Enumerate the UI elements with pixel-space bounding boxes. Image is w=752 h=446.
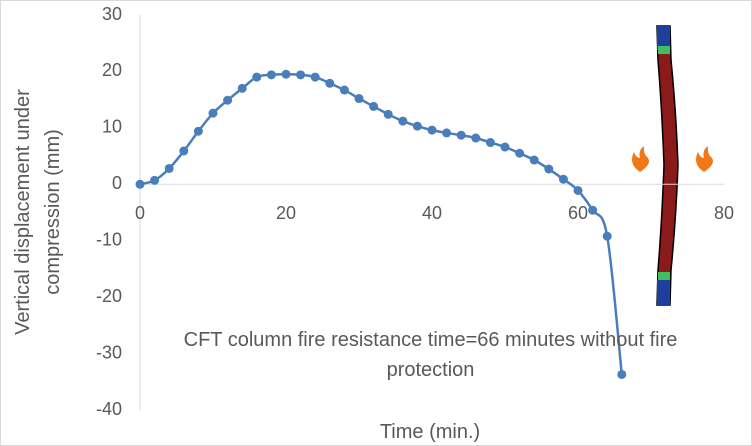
data-point [456, 130, 466, 140]
y-tick-label: 30 [102, 4, 122, 24]
data-point [150, 175, 160, 185]
column-cool-top [657, 26, 670, 50]
data-point [529, 155, 539, 165]
data-point [485, 138, 495, 148]
data-point [588, 205, 598, 215]
y-tick-label: -20 [96, 286, 122, 306]
data-point [544, 164, 554, 174]
data-point [252, 72, 262, 82]
data-point [602, 231, 612, 241]
data-point [296, 70, 306, 80]
data-point [383, 109, 393, 119]
x-tick-label: 0 [135, 203, 145, 223]
y-tick-label: -40 [96, 399, 122, 419]
data-point [164, 163, 174, 173]
flame-left [632, 146, 649, 172]
flame-right [696, 146, 713, 172]
data-point [500, 142, 510, 152]
column [656, 25, 679, 306]
data-point [179, 146, 189, 156]
data-point [310, 72, 320, 82]
column-cool-bottom [657, 280, 670, 305]
data-point [558, 174, 568, 184]
x-tick-label: 40 [422, 203, 442, 223]
data-point [354, 94, 364, 104]
x-tick-label: 60 [568, 203, 588, 223]
data-point [369, 101, 379, 111]
y-tick-label: 0 [112, 173, 122, 193]
y-tick-label: -30 [96, 342, 122, 362]
column-warm-top [658, 46, 670, 54]
data-point [281, 69, 291, 79]
data-point [412, 121, 422, 131]
data-point [325, 78, 335, 88]
data-point [135, 179, 145, 189]
column-warm-bottom [658, 272, 670, 280]
column-illustration [632, 25, 713, 306]
x-tick-label: 20 [276, 203, 296, 223]
data-point [266, 70, 276, 80]
data-point [193, 126, 203, 136]
x-tick-label: 80 [714, 203, 734, 223]
annotation: CFT column fire resistance time=66 minut… [183, 329, 678, 381]
data-point [398, 116, 408, 126]
x-axis-label: Time (min.) [379, 421, 481, 443]
y-tick-label: 10 [102, 117, 122, 137]
data-point [471, 133, 481, 143]
data-point [208, 108, 218, 118]
y-tick-label: -10 [96, 229, 122, 249]
data-point [339, 85, 349, 95]
y-axis-label: Vertical displacement under compression … [12, 89, 64, 335]
data-point [515, 148, 525, 158]
data-point [223, 95, 233, 105]
data-point [427, 125, 437, 135]
y-tick-label: 20 [102, 60, 122, 80]
data-point [237, 83, 247, 93]
data-point [573, 185, 583, 195]
data-point [442, 128, 452, 138]
data-point [617, 369, 627, 379]
